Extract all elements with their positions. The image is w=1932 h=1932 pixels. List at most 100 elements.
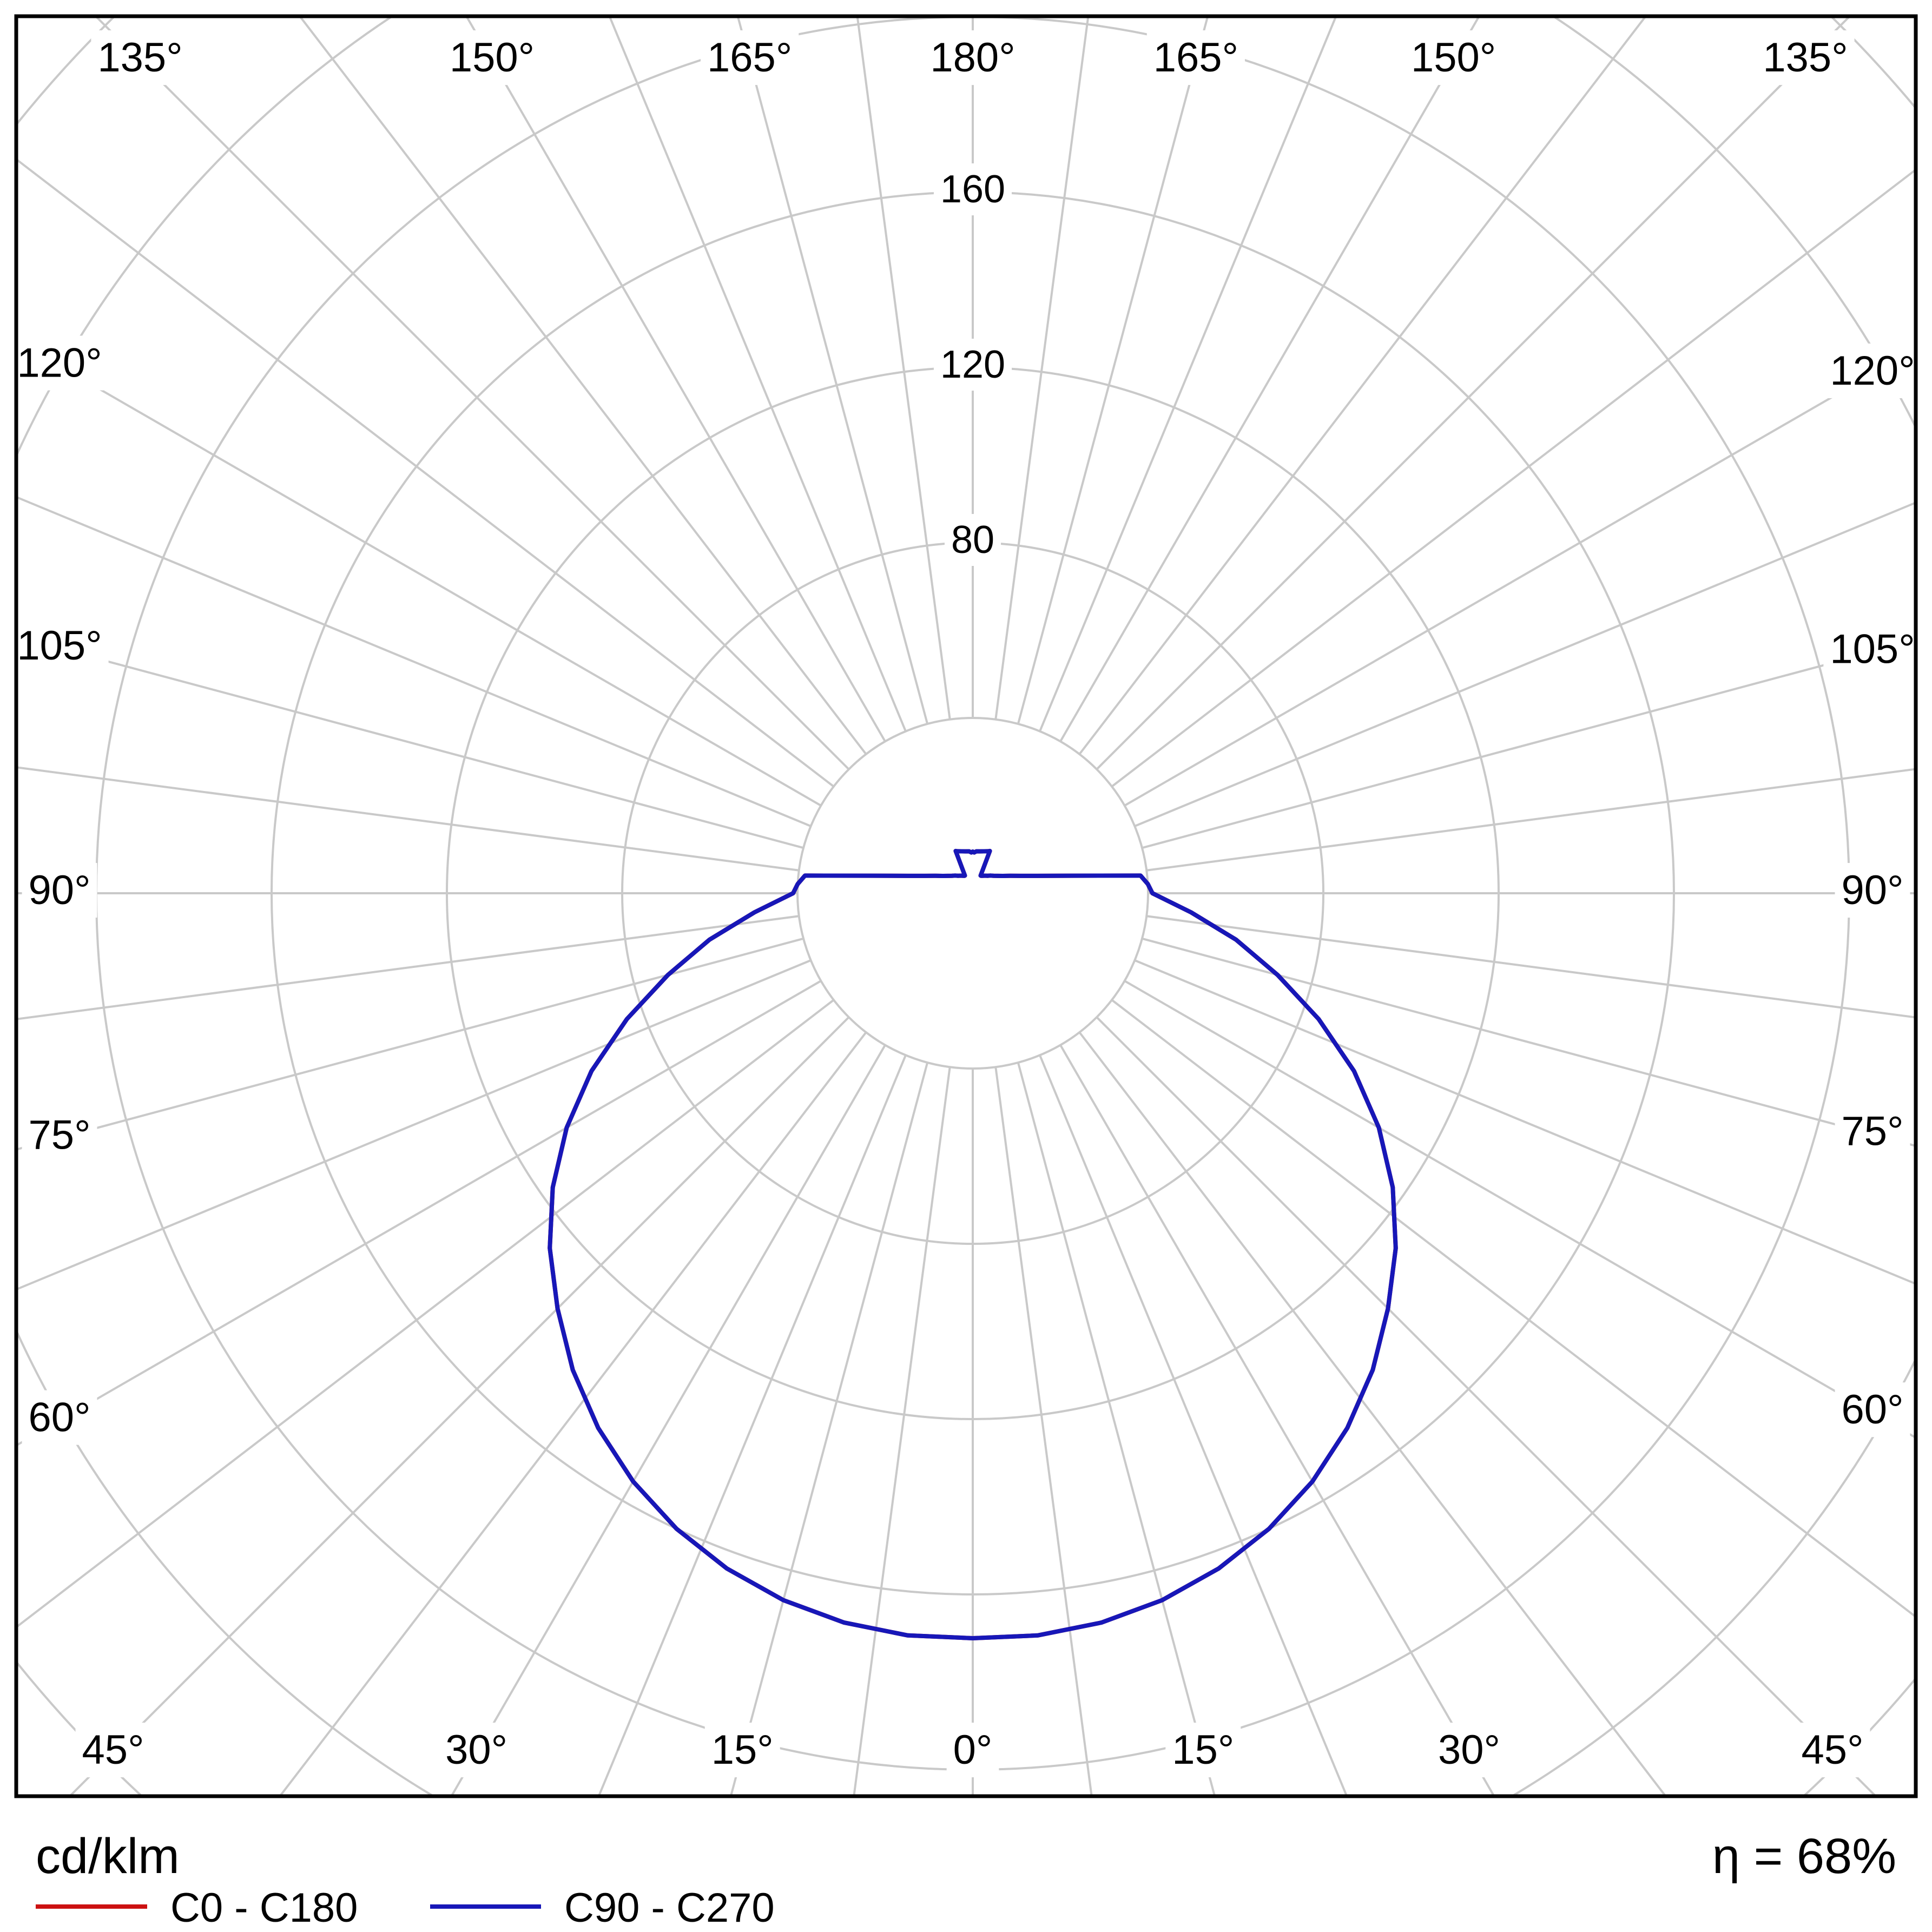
grid-spoke bbox=[17, 959, 812, 1290]
grid-spoke bbox=[95, 17, 850, 770]
grid-spoke bbox=[853, 1066, 951, 1795]
angle-label: 135° bbox=[1763, 35, 1848, 81]
angle-label-bg bbox=[1165, 1723, 1241, 1778]
grid-spoke bbox=[17, 159, 835, 788]
grid-spoke bbox=[1146, 915, 1915, 1019]
radial-value-labels: 80 120 160 bbox=[933, 163, 1012, 566]
angle-label: 0° bbox=[953, 1727, 993, 1773]
angle-label: 105° bbox=[17, 623, 102, 669]
angle-label: 150° bbox=[1411, 35, 1496, 81]
angle-label: 30° bbox=[445, 1727, 507, 1773]
grid-spoke bbox=[17, 999, 835, 1628]
angle-label: 60° bbox=[1842, 1387, 1904, 1433]
angle-label: 150° bbox=[450, 35, 535, 81]
angle-label-bg bbox=[1835, 863, 1910, 918]
grid-spoke bbox=[17, 636, 804, 849]
angle-label-bg bbox=[75, 1723, 151, 1778]
angle-label-bg bbox=[22, 1107, 97, 1163]
angle-label-bg bbox=[1756, 30, 1855, 85]
angle-label: 30° bbox=[1438, 1727, 1500, 1773]
grid-spoke bbox=[17, 937, 804, 1151]
angle-label-bg bbox=[704, 1723, 780, 1778]
legend-label-c0-c180: C0 - C180 bbox=[170, 1885, 358, 1931]
angle-label: 105° bbox=[1830, 626, 1915, 672]
angle-label-bg bbox=[924, 30, 1022, 85]
grid-spoke bbox=[1078, 1031, 1666, 1795]
grid-spoke bbox=[994, 17, 1090, 720]
grid-spoke bbox=[17, 766, 800, 872]
grid-spoke bbox=[598, 1054, 907, 1795]
radial-label-bg bbox=[944, 514, 1001, 566]
grid-spoke bbox=[1096, 17, 1850, 770]
angle-label: 90° bbox=[29, 867, 91, 913]
angle-label: 120° bbox=[1830, 348, 1915, 394]
angle-label: 165° bbox=[1153, 35, 1238, 81]
grid-spoke bbox=[1017, 1062, 1216, 1795]
angle-labels: 0° 15° 15° 30° 30° 45° 45° 60° 60° 75° 75° 90° 90° 10… bbox=[10, 30, 1922, 1778]
radial-label: 80 bbox=[951, 518, 994, 562]
grid-spoke bbox=[737, 17, 929, 724]
grid-spoke bbox=[1111, 169, 1915, 788]
legend: C0 - C180 C90 - C270 bbox=[36, 1885, 775, 1931]
angle-label: 90° bbox=[1842, 867, 1904, 913]
angle-label-bg bbox=[22, 863, 97, 918]
angle-label-bg bbox=[1404, 30, 1503, 85]
grid-spoke bbox=[1142, 639, 1915, 849]
grid-spoke bbox=[299, 17, 867, 755]
grid-spoke bbox=[1142, 937, 1915, 1147]
angle-label-bg bbox=[1835, 1382, 1910, 1438]
grid-spoke bbox=[730, 1062, 929, 1795]
grid-spoke bbox=[1059, 17, 1480, 742]
grid-spoke bbox=[609, 17, 907, 732]
grid-spoke bbox=[1111, 999, 1915, 1618]
grid-spoke bbox=[451, 1044, 886, 1795]
angle-label: 60° bbox=[29, 1395, 91, 1441]
angle-label: 15° bbox=[711, 1727, 774, 1773]
angle-label-bg bbox=[10, 335, 109, 391]
angle-label-bg bbox=[1146, 30, 1245, 85]
grid-spoke bbox=[1078, 17, 1646, 755]
angle-label: 165° bbox=[707, 35, 792, 81]
angle-label-bg bbox=[10, 618, 109, 673]
grid-spoke bbox=[1134, 502, 1915, 827]
angle-label-bg bbox=[91, 30, 189, 85]
angle-label: 180° bbox=[930, 35, 1015, 81]
angle-label-bg bbox=[1431, 1723, 1507, 1778]
radial-label: 160 bbox=[940, 168, 1005, 211]
curve-c90-c270 bbox=[548, 848, 1398, 1640]
grid-spoke bbox=[17, 340, 822, 807]
grid-spoke bbox=[1059, 1044, 1495, 1795]
grid-spoke bbox=[1017, 17, 1209, 724]
grid-spoke bbox=[1134, 959, 1915, 1285]
angle-label-bg bbox=[1835, 1104, 1910, 1159]
angle-label-bg bbox=[701, 30, 799, 85]
grid-spoke bbox=[17, 980, 822, 1446]
grid-spoke bbox=[1039, 17, 1337, 732]
grid-spoke bbox=[994, 1066, 1093, 1795]
radial-label-bg bbox=[933, 339, 1012, 391]
grid-spoke bbox=[279, 1031, 867, 1795]
angle-label-bg bbox=[1823, 622, 1922, 677]
angle-label: 135° bbox=[97, 35, 182, 81]
units-label: cd/klm bbox=[36, 1829, 180, 1884]
radial-label: 120 bbox=[940, 343, 1005, 386]
angle-label-bg bbox=[1823, 343, 1922, 398]
angle-label: 45° bbox=[82, 1727, 144, 1773]
grid-circle bbox=[796, 717, 1149, 1070]
radial-label-bg bbox=[933, 163, 1012, 216]
angle-label: 75° bbox=[29, 1112, 91, 1158]
grid-spoke bbox=[17, 915, 800, 1020]
efficiency-label: η = 68% bbox=[1712, 1829, 1896, 1884]
intensity-curves bbox=[548, 848, 1398, 1640]
angle-label: 45° bbox=[1802, 1727, 1864, 1773]
grid-spoke bbox=[856, 17, 951, 720]
angle-label-bg bbox=[22, 1390, 97, 1445]
angle-label: 75° bbox=[1842, 1109, 1904, 1155]
legend-label-c90-c270: C90 - C270 bbox=[564, 1885, 775, 1931]
angle-label: 120° bbox=[17, 340, 102, 386]
grid-spoke bbox=[1124, 348, 1915, 807]
